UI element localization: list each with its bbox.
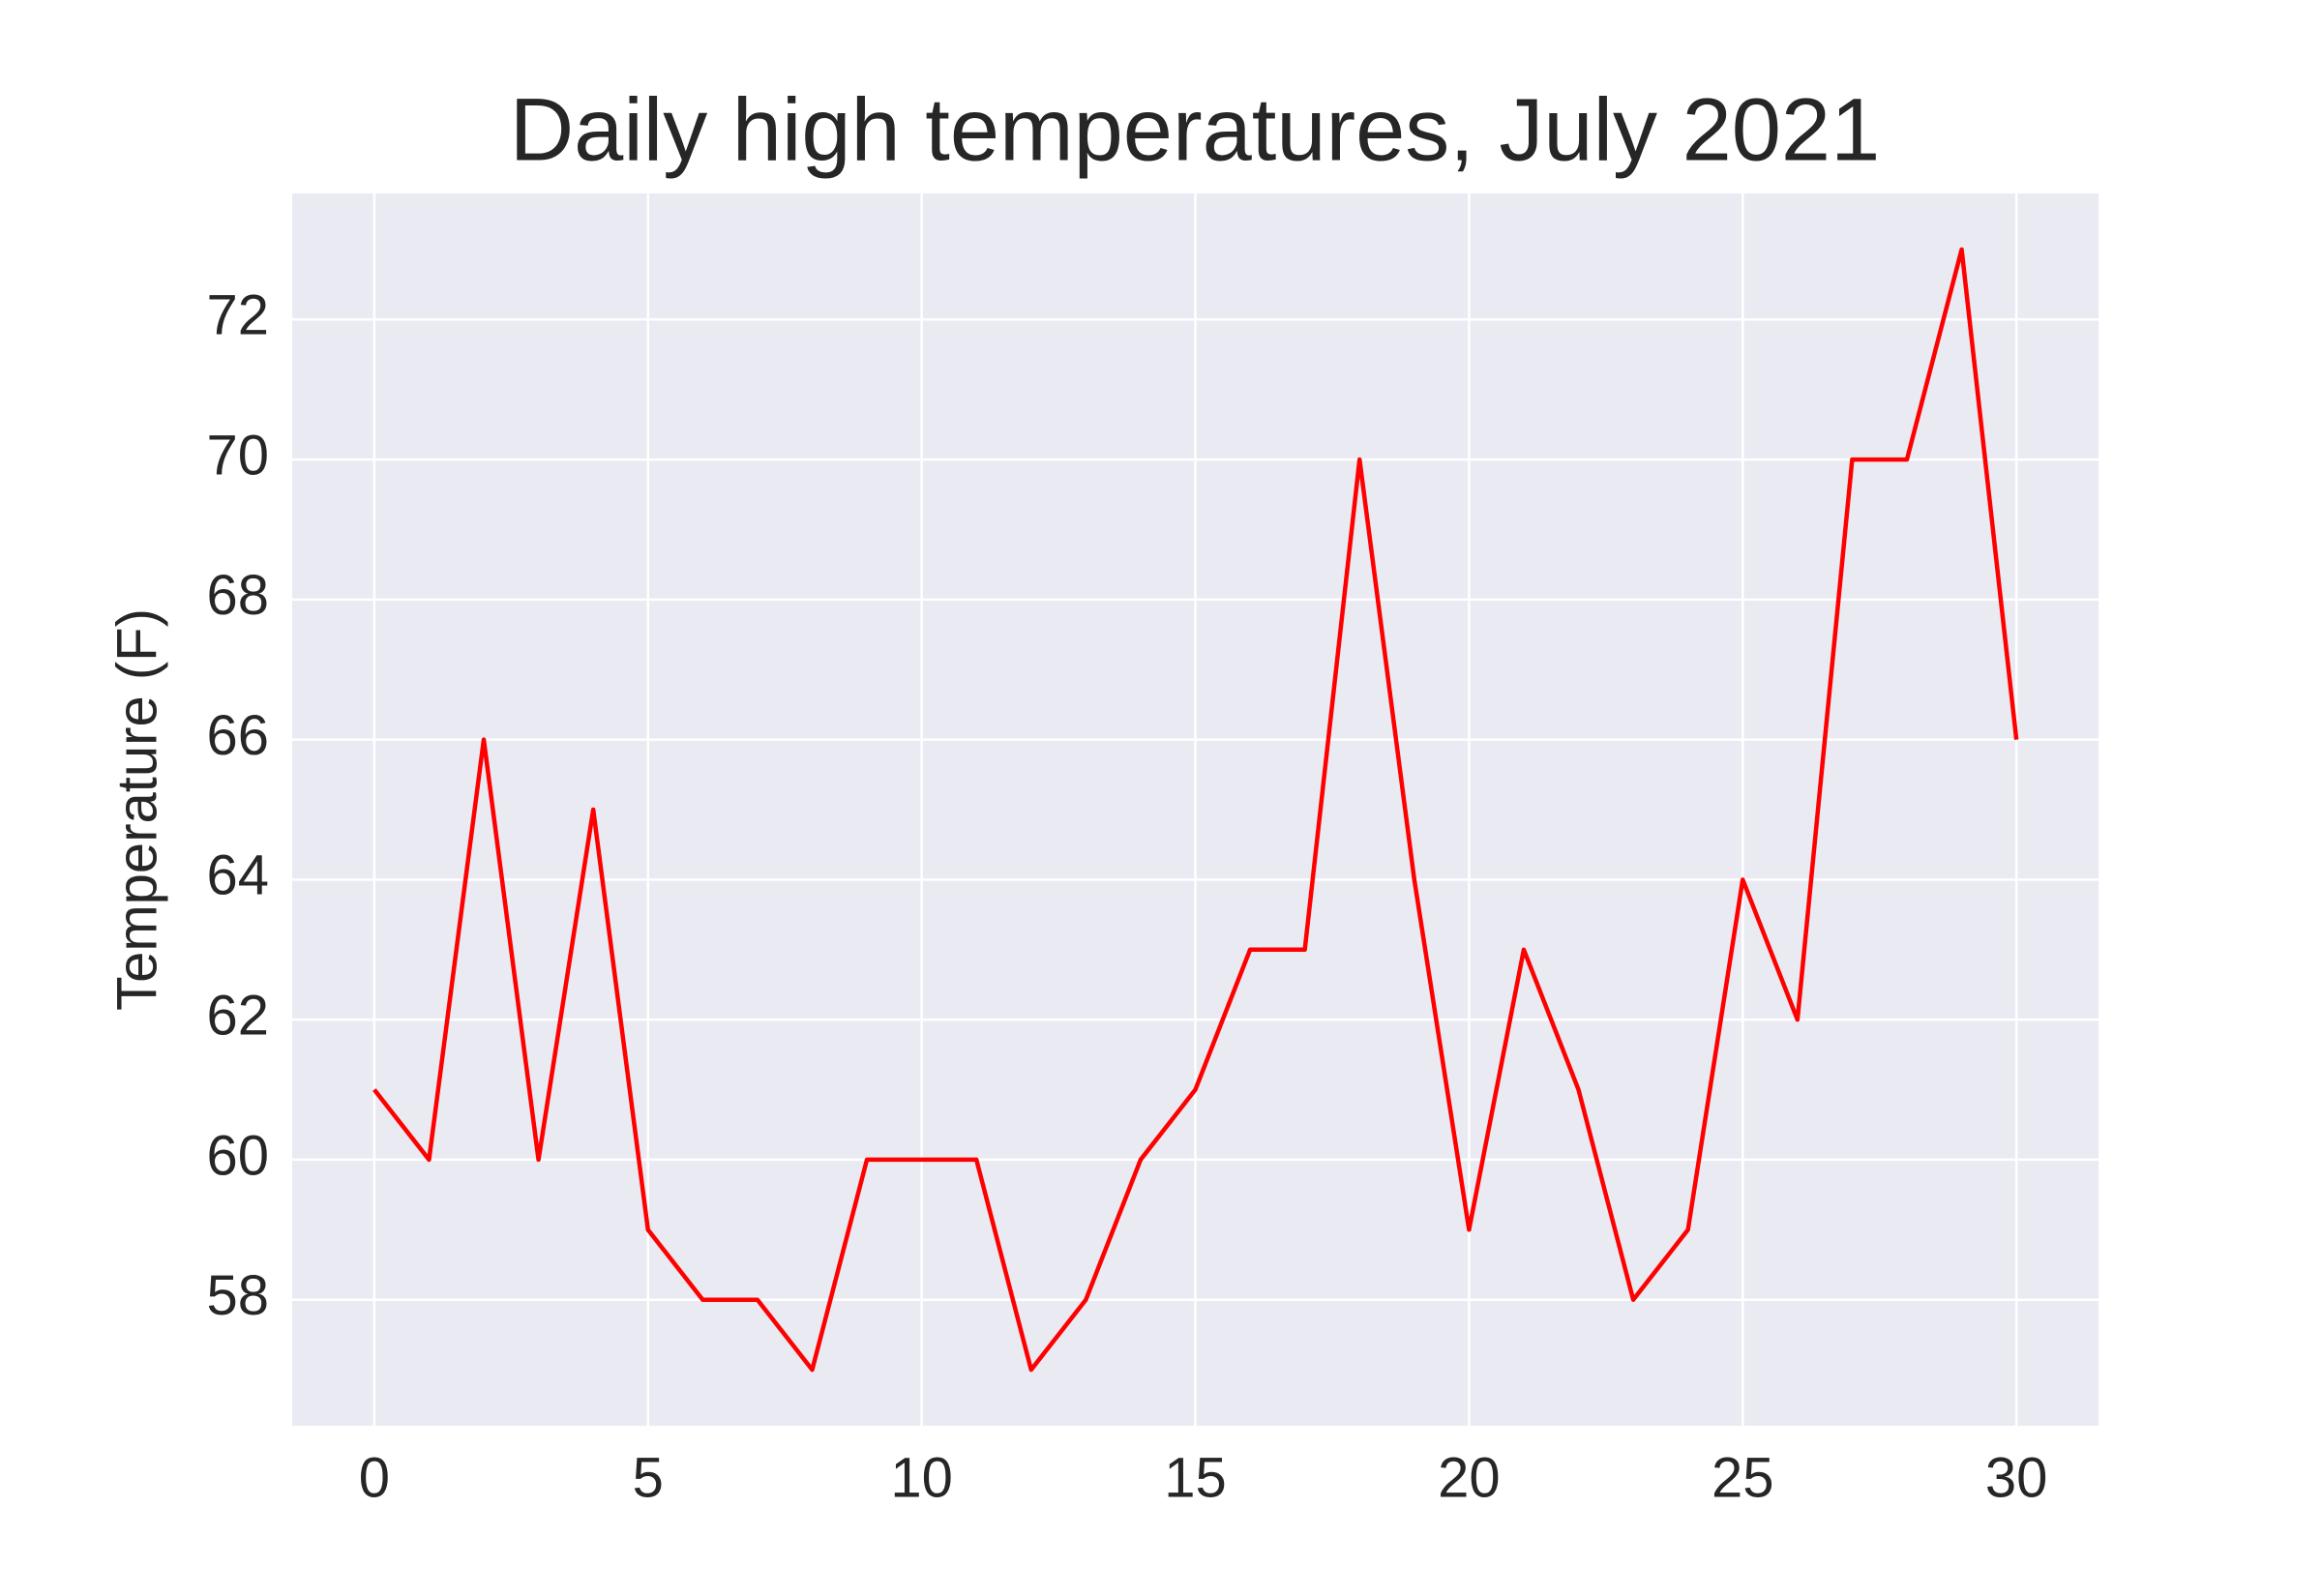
y-tick-label: 68 — [206, 564, 269, 627]
y-tick-label: 58 — [206, 1264, 269, 1327]
x-tick-label: 10 — [890, 1446, 953, 1509]
y-tick-label: 72 — [206, 284, 269, 347]
y-tick-label: 60 — [206, 1124, 269, 1187]
x-tick-label: 20 — [1438, 1446, 1501, 1509]
y-tick-label: 70 — [206, 424, 269, 487]
data-line — [372, 247, 2019, 1373]
chart-title: Daily high temperatures, July 2021 — [510, 80, 1881, 179]
y-tick-label: 66 — [206, 704, 269, 767]
y-tick-label: 62 — [206, 984, 269, 1047]
x-tick-label: 25 — [1712, 1446, 1774, 1509]
x-tick-label: 5 — [633, 1446, 664, 1509]
y-axis-label: Temperature (F) — [105, 608, 168, 1011]
y-tick-label: 64 — [206, 844, 269, 907]
x-tick-label: 0 — [359, 1446, 390, 1509]
x-tick-label: 15 — [1164, 1446, 1227, 1509]
x-tick-label: 30 — [1985, 1446, 2048, 1509]
